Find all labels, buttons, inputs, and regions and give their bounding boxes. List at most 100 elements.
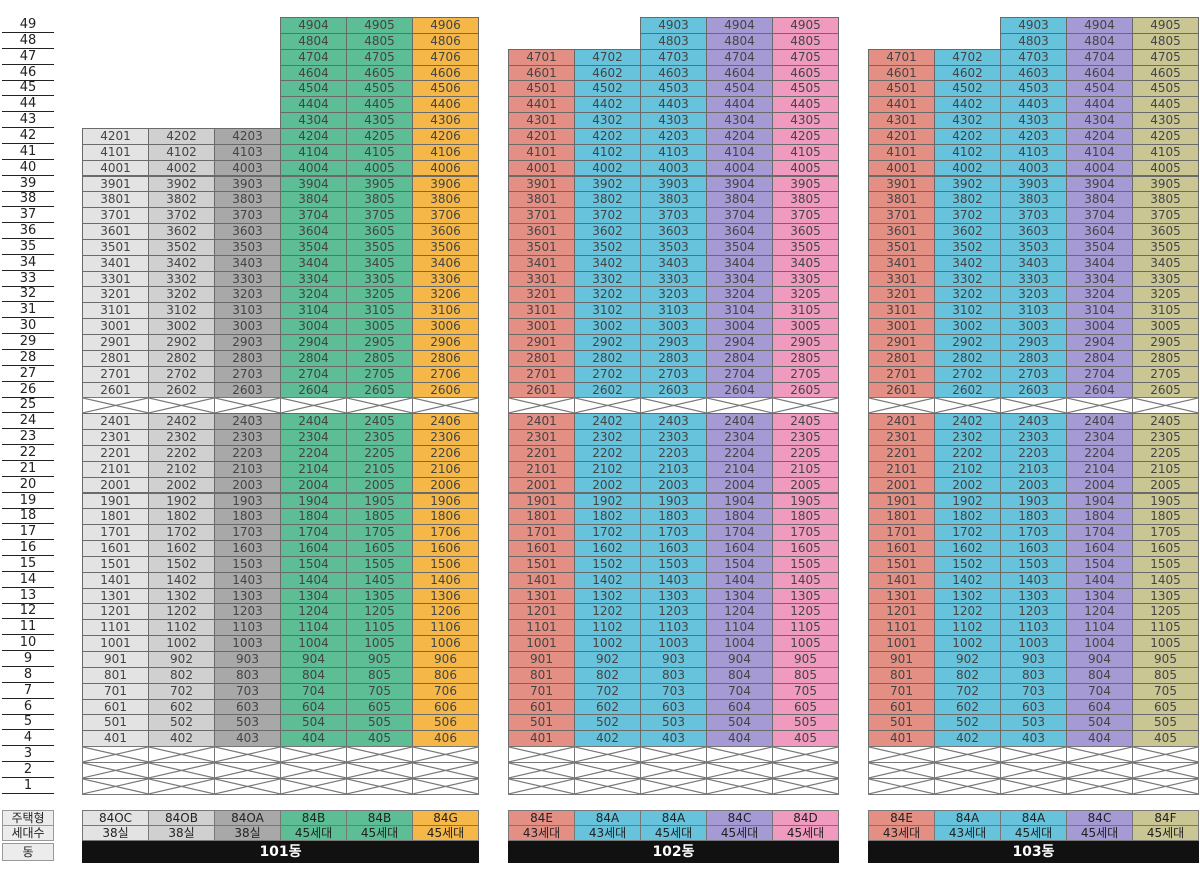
unit-cell: 4402 bbox=[574, 96, 641, 114]
unit-cell: 3602 bbox=[934, 223, 1001, 240]
unit-cell: 1002 bbox=[934, 635, 1001, 652]
unit-cell: 1506 bbox=[412, 555, 479, 573]
unit-cell: 3702 bbox=[934, 207, 1001, 225]
unit-cell: 403 bbox=[640, 730, 707, 748]
unit-cell: 3005 bbox=[772, 318, 839, 335]
unit-cell: 803 bbox=[640, 666, 707, 684]
unit-cell: 4705 bbox=[772, 48, 839, 66]
unit-cell: 4002 bbox=[148, 159, 215, 177]
floor-label: 9 bbox=[2, 651, 54, 667]
unit-cell: 2101 bbox=[868, 460, 935, 478]
unit-cell: 3505 bbox=[346, 238, 413, 256]
floor-label: 22 bbox=[2, 445, 54, 461]
unit-cell: 1703 bbox=[1000, 524, 1067, 542]
unit-cell: 1401 bbox=[868, 571, 935, 589]
unit-cell: 401 bbox=[82, 730, 149, 748]
unit-cell: 604 bbox=[1066, 698, 1133, 716]
unit-cell: 4005 bbox=[346, 159, 413, 177]
unit-cell: 1402 bbox=[148, 571, 215, 589]
unit-cell: 4602 bbox=[574, 64, 641, 82]
unit-cell: 1906 bbox=[412, 492, 479, 510]
unit-cell: 4102 bbox=[934, 143, 1001, 161]
unit-cell: 2404 bbox=[1066, 413, 1133, 431]
unit-cell: 2805 bbox=[1132, 349, 1199, 367]
unit-cell: 2103 bbox=[640, 460, 707, 478]
unit-cell: 3802 bbox=[574, 191, 641, 209]
unit-cell: 403 bbox=[1000, 730, 1067, 748]
unit-cell: 3105 bbox=[346, 302, 413, 320]
unit-cell: 901 bbox=[508, 651, 575, 668]
unit-cell: 3705 bbox=[1132, 207, 1199, 225]
unit-cell: 3204 bbox=[1066, 286, 1133, 304]
unit-cell: 3604 bbox=[1066, 223, 1133, 240]
unit-cell: 4305 bbox=[1132, 112, 1199, 129]
unit-cell: 3306 bbox=[412, 270, 479, 288]
unit-cell: 1305 bbox=[346, 587, 413, 605]
floor-label: 17 bbox=[2, 524, 54, 541]
unit-cell: 4702 bbox=[934, 48, 1001, 66]
unit-cell: 502 bbox=[148, 714, 215, 732]
unit-cell: 1303 bbox=[640, 587, 707, 605]
unit-cell: 4003 bbox=[640, 159, 707, 177]
unit-cell: 1403 bbox=[214, 571, 281, 589]
unit-cell: 4905 bbox=[772, 17, 839, 34]
unit-type-cell: 84B bbox=[280, 810, 347, 826]
unit-cell: 4404 bbox=[280, 96, 347, 114]
void-floor-cell bbox=[346, 761, 413, 779]
void-floor-cell bbox=[868, 397, 935, 415]
unit-cell: 901 bbox=[82, 651, 149, 668]
unit-cell: 3901 bbox=[82, 175, 149, 193]
unit-cell: 3605 bbox=[1132, 223, 1199, 240]
unit-cell: 1203 bbox=[214, 603, 281, 621]
unit-cell: 4503 bbox=[640, 80, 707, 98]
unit-cell: 4205 bbox=[346, 127, 413, 145]
void-floor-cell bbox=[82, 746, 149, 763]
unit-cell: 702 bbox=[148, 682, 215, 700]
unit-cell: 4504 bbox=[1066, 80, 1133, 98]
unit-cell: 4301 bbox=[868, 112, 935, 129]
unit-cell: 3206 bbox=[412, 286, 479, 304]
unit-cell: 3906 bbox=[412, 175, 479, 193]
floor-label: 40 bbox=[2, 160, 54, 176]
unit-cell: 1503 bbox=[640, 555, 707, 573]
floor-label: 14 bbox=[2, 572, 54, 588]
unit-cell: 2204 bbox=[1066, 444, 1133, 462]
unit-count-cell: 45세대 bbox=[772, 825, 839, 841]
floor-label: 25 bbox=[2, 397, 54, 414]
unit-cell: 3904 bbox=[280, 175, 347, 193]
unit-cell: 1203 bbox=[1000, 603, 1067, 621]
unit-cell: 3801 bbox=[82, 191, 149, 209]
unit-cell: 1803 bbox=[640, 508, 707, 526]
unit-cell: 802 bbox=[934, 666, 1001, 684]
unit-cell: 3003 bbox=[640, 318, 707, 335]
unit-cell: 906 bbox=[412, 651, 479, 668]
unit-cell: 1901 bbox=[508, 492, 575, 510]
unit-cell: 3106 bbox=[412, 302, 479, 320]
unit-cell: 1802 bbox=[934, 508, 1001, 526]
unit-cell: 1604 bbox=[1066, 540, 1133, 557]
unit-cell: 703 bbox=[640, 682, 707, 700]
unit-cell: 2303 bbox=[1000, 429, 1067, 446]
void-floor-cell bbox=[280, 777, 347, 795]
unit-cell: 4504 bbox=[280, 80, 347, 98]
unit-cell: 3403 bbox=[214, 254, 281, 272]
floor-label: 44 bbox=[2, 96, 54, 113]
unit-cell: 903 bbox=[640, 651, 707, 668]
void-floor-cell bbox=[772, 777, 839, 795]
unit-cell: 2003 bbox=[1000, 476, 1067, 494]
unit-cell: 505 bbox=[1132, 714, 1199, 732]
unit-cell: 1902 bbox=[574, 492, 641, 510]
unit-cell: 1001 bbox=[508, 635, 575, 652]
unit-cell: 3905 bbox=[772, 175, 839, 193]
unit-cell: 1404 bbox=[706, 571, 773, 589]
unit-cell: 3804 bbox=[1066, 191, 1133, 209]
unit-cell: 902 bbox=[148, 651, 215, 668]
unit-cell: 2004 bbox=[280, 476, 347, 494]
void-floor-cell bbox=[82, 761, 149, 779]
unit-cell: 1702 bbox=[574, 524, 641, 542]
unit-cell: 2906 bbox=[412, 334, 479, 351]
unit-cell: 4706 bbox=[412, 48, 479, 66]
unit-cell: 2904 bbox=[706, 334, 773, 351]
unit-cell: 4302 bbox=[934, 112, 1001, 129]
unit-cell: 1401 bbox=[508, 571, 575, 589]
